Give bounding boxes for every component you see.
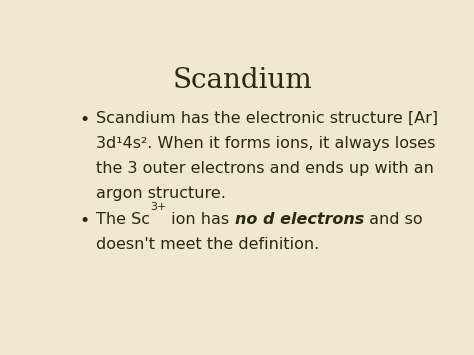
Text: and so: and so: [364, 212, 422, 227]
Text: The Sc: The Sc: [96, 212, 150, 227]
Text: •: •: [80, 111, 90, 129]
Text: the 3 outer electrons and ends up with an: the 3 outer electrons and ends up with a…: [96, 161, 434, 176]
Text: ion has: ion has: [166, 212, 235, 227]
Text: Scandium: Scandium: [173, 67, 313, 94]
Text: no d electrons: no d electrons: [235, 212, 364, 227]
Text: argon structure.: argon structure.: [96, 186, 226, 201]
Text: Scandium has the electronic structure [Ar]: Scandium has the electronic structure [A…: [96, 111, 438, 126]
Text: •: •: [80, 212, 90, 230]
Text: 3d¹4s². When it forms ions, it always loses: 3d¹4s². When it forms ions, it always lo…: [96, 136, 435, 151]
Text: doesn't meet the definition.: doesn't meet the definition.: [96, 237, 319, 252]
Text: 3+: 3+: [150, 202, 166, 212]
